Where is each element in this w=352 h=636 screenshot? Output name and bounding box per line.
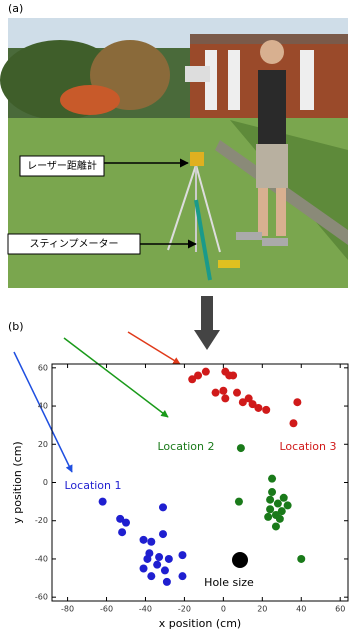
point xyxy=(155,553,163,561)
y-tick-label: -20 xyxy=(35,516,48,525)
point xyxy=(225,371,233,379)
point xyxy=(178,551,186,559)
legend-label: Location 3 xyxy=(279,440,336,453)
point xyxy=(122,519,130,527)
x-tick-label: 0 xyxy=(221,605,226,614)
point xyxy=(266,496,274,504)
point xyxy=(274,500,282,508)
point xyxy=(159,503,167,511)
point xyxy=(221,394,229,402)
x-tick-label: -20 xyxy=(178,605,191,614)
annotation-arrow xyxy=(128,332,180,364)
point xyxy=(159,530,167,538)
point xyxy=(202,368,210,376)
x-tick-label: 60 xyxy=(335,605,345,614)
panel-label: (b) xyxy=(8,320,24,333)
x-tick-label: -40 xyxy=(139,605,152,614)
photo-label: スティンプメーター xyxy=(29,238,118,250)
x-tick-label: -80 xyxy=(61,605,74,614)
figure: (a) レーザー距離計 スティンプメーター (b) -80 -60 -40 xyxy=(0,0,352,632)
point xyxy=(163,578,171,586)
point xyxy=(99,498,107,506)
point xyxy=(147,572,155,580)
point xyxy=(264,513,272,521)
down-arrow xyxy=(194,296,220,350)
x-tick-label: 40 xyxy=(296,605,306,614)
point xyxy=(219,387,227,395)
point xyxy=(153,561,161,569)
y-tick-label: -40 xyxy=(35,554,48,563)
point xyxy=(233,389,241,397)
legend-label: Location 2 xyxy=(157,440,214,453)
point xyxy=(266,505,274,513)
annotation-arrow xyxy=(64,338,168,417)
point xyxy=(276,515,284,523)
hole-marker xyxy=(232,552,248,568)
x-tick-label: -60 xyxy=(100,605,113,614)
point xyxy=(140,536,148,544)
point xyxy=(212,389,220,397)
y-tick-label: 20 xyxy=(38,440,48,449)
point xyxy=(293,398,301,406)
point xyxy=(194,371,202,379)
point xyxy=(268,488,276,496)
point xyxy=(272,522,280,530)
y-tick-label: -60 xyxy=(35,593,48,602)
point xyxy=(140,565,148,573)
point xyxy=(118,528,126,536)
point xyxy=(237,444,245,452)
point xyxy=(262,406,270,414)
point xyxy=(297,555,305,563)
point xyxy=(147,538,155,546)
photo-label: レーザー距離計 xyxy=(27,159,97,172)
legend-label: Location 1 xyxy=(64,479,121,492)
point xyxy=(161,566,169,574)
y-tick-label: 40 xyxy=(38,402,48,411)
panel-label: (a) xyxy=(8,2,23,15)
point xyxy=(284,501,292,509)
point xyxy=(254,404,262,412)
y-axis-label: y position (cm) xyxy=(11,441,24,523)
point xyxy=(178,572,186,580)
point xyxy=(289,419,297,427)
point xyxy=(280,494,288,502)
x-axis-label: x position (cm) xyxy=(159,617,241,630)
point xyxy=(143,555,151,563)
hole-label: Hole size xyxy=(204,576,254,589)
page: {"photo": {"panel_label": "(a)", "labels… xyxy=(0,0,352,632)
point xyxy=(165,555,173,563)
point xyxy=(268,475,276,483)
point xyxy=(235,498,243,506)
x-tick-label: 20 xyxy=(257,605,267,614)
y-tick-label: 0 xyxy=(43,478,48,487)
y-tick-label: 60 xyxy=(38,363,48,372)
